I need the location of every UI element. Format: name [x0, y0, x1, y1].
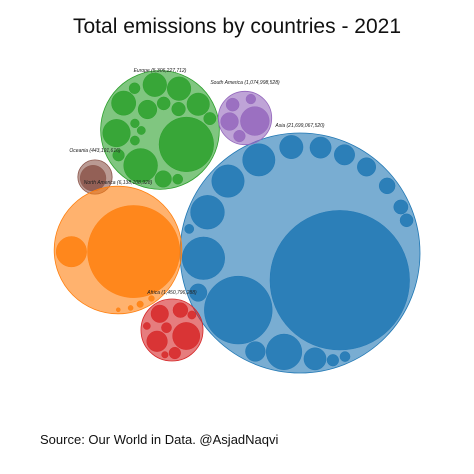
country-bubble — [378, 177, 396, 195]
country-bubble — [240, 106, 270, 136]
country-bubble — [393, 199, 409, 215]
country-bubble — [79, 165, 107, 192]
country-bubble — [123, 148, 158, 183]
country-bubble — [181, 236, 225, 280]
country-bubble — [190, 195, 225, 230]
country-bubble — [187, 310, 197, 320]
country-bubble — [211, 164, 245, 198]
country-bubble — [127, 305, 134, 311]
group-label: Asia (21,699,067,520) — [274, 123, 325, 129]
group-label: Europe (5,306,227,712) — [134, 68, 187, 74]
group-label: Africa (1,450,796,288) — [146, 290, 197, 296]
country-bubble — [245, 93, 256, 105]
country-bubble — [204, 275, 273, 345]
country-bubble — [161, 351, 169, 359]
country-bubble — [326, 354, 339, 367]
country-bubble — [130, 135, 140, 146]
country-bubble — [137, 99, 158, 120]
country-bubble — [203, 112, 217, 126]
country-bubble — [102, 119, 131, 148]
country-bubble — [136, 126, 146, 135]
country-bubble — [136, 300, 144, 308]
country-bubble — [265, 333, 303, 370]
country-bubble — [303, 347, 327, 371]
country-bubble — [399, 213, 414, 228]
country-bubble — [87, 205, 180, 298]
country-bubble — [150, 304, 169, 323]
country-bubble — [156, 96, 171, 111]
country-bubble — [111, 90, 137, 116]
country-bubble — [184, 224, 195, 234]
group-label: North America (6,138,108,928) — [84, 180, 153, 186]
country-bubble — [168, 346, 181, 360]
country-bubble — [171, 101, 186, 117]
country-bubble — [225, 97, 240, 112]
country-bubble — [143, 322, 151, 330]
country-bubble — [154, 170, 172, 188]
country-bubble — [309, 136, 332, 159]
country-bubble — [233, 129, 246, 143]
country-bubble — [128, 82, 141, 94]
country-bubble — [172, 322, 201, 350]
country-bubble — [55, 236, 87, 268]
country-bubble — [112, 149, 125, 162]
country-bubble — [245, 341, 266, 362]
country-bubble — [161, 322, 172, 333]
chart-title: Total emissions by countries - 2021 — [73, 15, 401, 38]
country-bubble — [142, 72, 167, 97]
group-label: Oceania (443,191,616) — [69, 148, 120, 154]
country-bubble — [148, 295, 155, 302]
country-bubble — [269, 210, 410, 351]
country-bubble — [357, 157, 377, 177]
country-bubble — [220, 112, 239, 131]
country-bubble — [130, 118, 140, 128]
country-bubble — [186, 92, 210, 116]
group-label: South America (1,074,998,528) — [210, 80, 280, 86]
country-bubble — [189, 283, 208, 302]
country-bubble — [339, 351, 351, 362]
country-bubble — [158, 116, 214, 172]
source-note: Source: Our World in Data. @AsjadNaqvi — [40, 432, 278, 447]
country-bubble — [115, 307, 121, 313]
country-bubble — [146, 330, 168, 352]
country-bubble — [334, 144, 355, 166]
country-bubble — [242, 143, 276, 177]
country-bubble — [279, 135, 304, 159]
country-bubble — [172, 302, 189, 318]
country-bubble — [166, 76, 192, 101]
country-bubble — [172, 173, 184, 185]
